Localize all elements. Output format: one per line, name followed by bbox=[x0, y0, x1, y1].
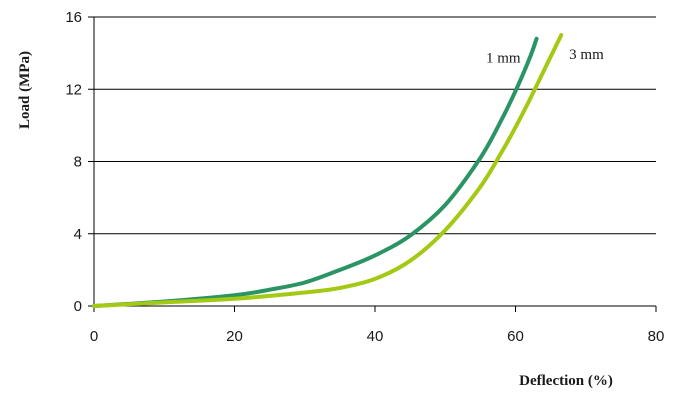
y-tick-label-16: 16 bbox=[65, 9, 82, 26]
series-label-2: 3 mm bbox=[569, 47, 604, 63]
x-tick-label-20: 20 bbox=[226, 328, 243, 345]
y-axis-title: Load (MPa) bbox=[17, 51, 33, 129]
x-tick-label-60: 60 bbox=[507, 328, 524, 345]
x-axis-title: Deflection (%) bbox=[519, 373, 613, 389]
x-tick-label-0: 0 bbox=[90, 328, 98, 345]
grid-lines bbox=[94, 16, 656, 235]
series-line-2 bbox=[92, 33, 564, 308]
y-tick-label-4: 4 bbox=[74, 226, 82, 243]
series-lines bbox=[92, 33, 564, 308]
series-line-1 bbox=[92, 36, 539, 308]
tick-labels: 0 4 8 12 16 0 20 40 60 80 bbox=[65, 9, 664, 345]
x-tick-label-40: 40 bbox=[367, 328, 384, 345]
series-labels: 1 mm 3 mm bbox=[486, 47, 604, 67]
y-tick-label-8: 8 bbox=[74, 154, 82, 171]
y-tick-label-12: 12 bbox=[65, 81, 82, 98]
x-tick-label-80: 80 bbox=[648, 328, 665, 345]
series-label-1: 1 mm bbox=[486, 51, 521, 67]
y-tick-label-0: 0 bbox=[74, 298, 82, 315]
